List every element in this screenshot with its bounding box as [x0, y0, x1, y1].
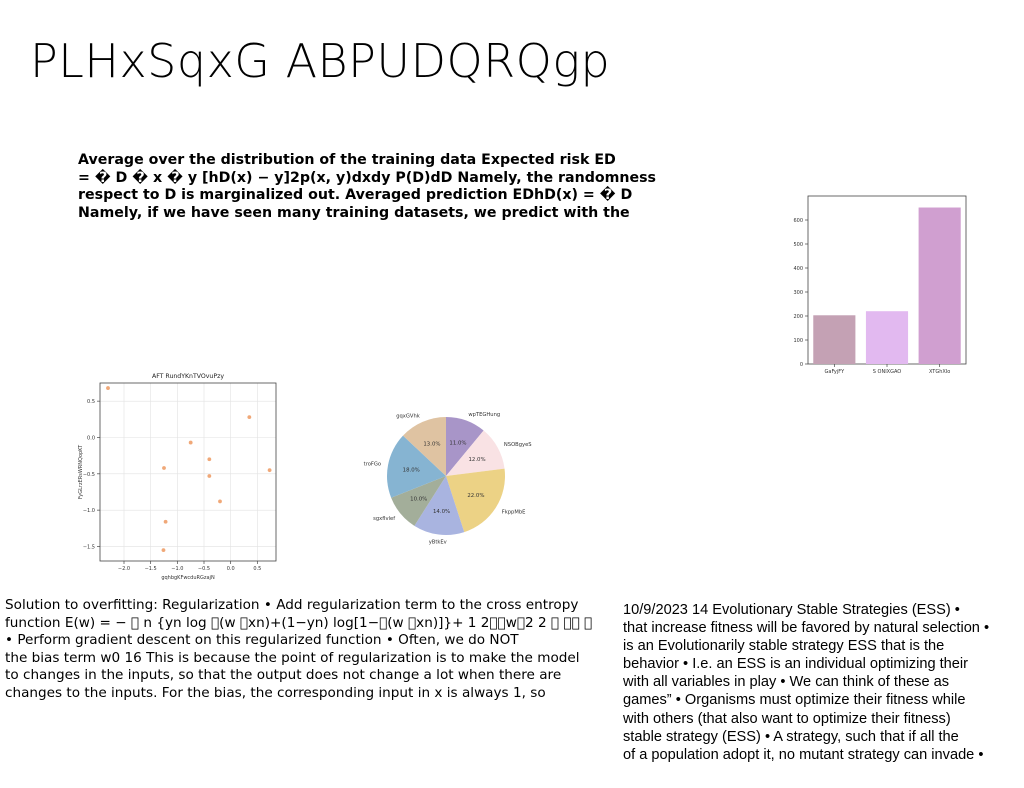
pie-percent-label: 22.0%	[467, 493, 484, 499]
pie-percent-label: 14.0%	[433, 509, 450, 515]
scatter-x-tick-label: −1.0	[171, 566, 183, 572]
pie-percent-label: 18.0%	[403, 467, 420, 473]
pie-slice-label: wpTEGHung	[468, 412, 500, 418]
scatter-chart: AFT RundYKnTVOvuPzy −2.0 −1.5 −1.0 −0.5 0.0 0.…	[78, 373, 277, 581]
bar	[813, 315, 856, 364]
left-paragraph-line: Solution to overfitting: Regularization …	[5, 597, 579, 613]
bar-x-tick-label: XTGhXIo	[929, 369, 950, 375]
right-paragraph-line: stable strategy (ESS) • A strategy, such…	[623, 728, 959, 745]
bar	[918, 207, 961, 364]
pie-slice-label: FkppMbE	[502, 509, 526, 515]
bold-paragraph: Average over the distribution of the tra…	[78, 152, 656, 222]
scatter-point	[106, 386, 110, 390]
scatter-point	[161, 548, 166, 553]
pie-slice	[391, 476, 446, 526]
scatter-x-tick-label: 0.0	[227, 566, 235, 572]
left-paragraph-line: function E(w) = − 􀀀 n {yn log 􀀀(w 􀀀xn)+(…	[5, 614, 593, 631]
right-paragraph-line: behavior • I.e. an ESS is an individual …	[623, 656, 969, 673]
pie-percent-label: 11.0%	[449, 441, 466, 447]
scatter-x-tick-label: −2.0	[118, 566, 130, 572]
right-paragraph-line: games” • Organisms must optimize their f…	[623, 692, 966, 709]
scatter-plot-frame	[99, 382, 277, 562]
bar-y-tick-label: 600	[793, 218, 803, 224]
scatter-x-axis-label: gqhbgKFwcduRGzajN	[161, 575, 215, 581]
pie-slice	[446, 417, 484, 476]
right-paragraph-line: with others (that also want to optimize …	[623, 710, 951, 727]
bold-paragraph-line: Average over the distribution of the tra…	[78, 152, 616, 168]
left-paragraph-line: changes to the inputs. For the bias, the…	[5, 684, 546, 701]
scatter-point	[247, 415, 252, 420]
pie-percent-label: 10.0%	[410, 497, 427, 503]
scatter-point	[207, 474, 212, 478]
bar-y-tick-label: 500	[793, 242, 803, 248]
left-paragraph-line: the bias term w0 16 This is because the …	[5, 649, 580, 666]
scatter-point	[267, 468, 272, 473]
right-paragraph-line: with all variables in play • We can thin…	[623, 674, 950, 691]
bar-y-tick-label: 100	[793, 338, 803, 344]
pie-slice-label: gqxGVhk	[396, 413, 420, 419]
pie-slice	[414, 476, 465, 535]
scatter-point	[218, 499, 222, 504]
scatter-point	[163, 519, 168, 524]
scatter-y-tick-label: −1.0	[83, 508, 95, 514]
right-paragraph-line: that increase fitness will be favored by…	[623, 620, 990, 637]
scatter-point	[207, 457, 212, 462]
scatter-y-tick-label: 0.5	[87, 399, 95, 405]
right-paragraph-line: of a population adopt it, no mutant stra…	[623, 746, 984, 763]
bar-x-tick-label: S ONIXGAO	[873, 369, 902, 375]
right-paragraph-line: is an Evolutionarily stable strategy ESS…	[623, 638, 945, 655]
pie-slice-label: NSOBgyeS	[504, 442, 532, 448]
left-paragraph: Solution to overfitting: Regularization …	[5, 597, 605, 702]
scatter-y-tick-label: 0.0	[87, 435, 95, 441]
pie-slice-label: yBtkEv	[429, 540, 447, 546]
pie-slice	[402, 417, 446, 476]
bold-paragraph-line: respect to D is marginalized out. Averag…	[78, 187, 633, 203]
bold-paragraph-line: Namely, if we have seen many training da…	[78, 204, 630, 221]
left-paragraph-line: • Perform gradient descent on this regul…	[5, 632, 519, 648]
left-paragraph-line: to changes in the inputs, so that the ou…	[5, 667, 562, 683]
right-paragraph-line: 10/9/2023 14 Evolutionary Stable Strateg…	[623, 602, 960, 618]
bar-y-tick-label: 300	[793, 290, 803, 296]
page-title: PLHxSqxG ABPUDQRQgp	[30, 34, 611, 88]
pie-chart: 11.0% wpTEGHung 12.0% NSOBgyeS 22.0% FkppMbE 1…	[364, 412, 532, 546]
bar-y-tick-label: 0	[800, 362, 803, 368]
bold-paragraph-line: = � D � x � y [hD(x) − y]2p(x, y)dxdy P(…	[78, 169, 656, 186]
bar-y-tick-label: 400	[793, 266, 803, 272]
pie-slice-label: troFGo	[364, 462, 381, 468]
pie-percent-label: 12.0%	[468, 457, 485, 463]
pie-percent-label: 13.0%	[423, 442, 440, 448]
right-paragraph: 10/9/2023 14 Evolutionary Stable Strateg…	[623, 601, 1023, 764]
pie-slice	[387, 435, 446, 498]
pie-slice	[446, 468, 505, 533]
bar-chart: 0 100 200 300 400 500 600 GaFyjFY S ONIXGAO XTGhX…	[793, 195, 967, 375]
scatter-x-tick-label: −1.5	[145, 566, 157, 572]
scatter-y-tick-label: −1.5	[83, 544, 95, 550]
scatter-y-axis-label: FyGLrzERsWRNQopKT	[78, 444, 84, 499]
bar	[865, 311, 909, 364]
bar-y-tick-label: 200	[793, 314, 803, 320]
pie-slice	[446, 430, 505, 476]
scatter-y-tick-label: −0.5	[83, 472, 95, 478]
pie-slice-label: sgxfIvlef	[373, 516, 395, 522]
scatter-point	[188, 440, 193, 445]
scatter-point	[162, 466, 166, 470]
scatter-x-tick-label: 0.5	[253, 566, 261, 572]
bar-x-tick-label: GaFyjFY	[825, 369, 846, 375]
scatter-title: AFT RundYKnTVOvuPzy	[152, 373, 224, 380]
scatter-x-tick-label: −0.5	[198, 566, 210, 572]
